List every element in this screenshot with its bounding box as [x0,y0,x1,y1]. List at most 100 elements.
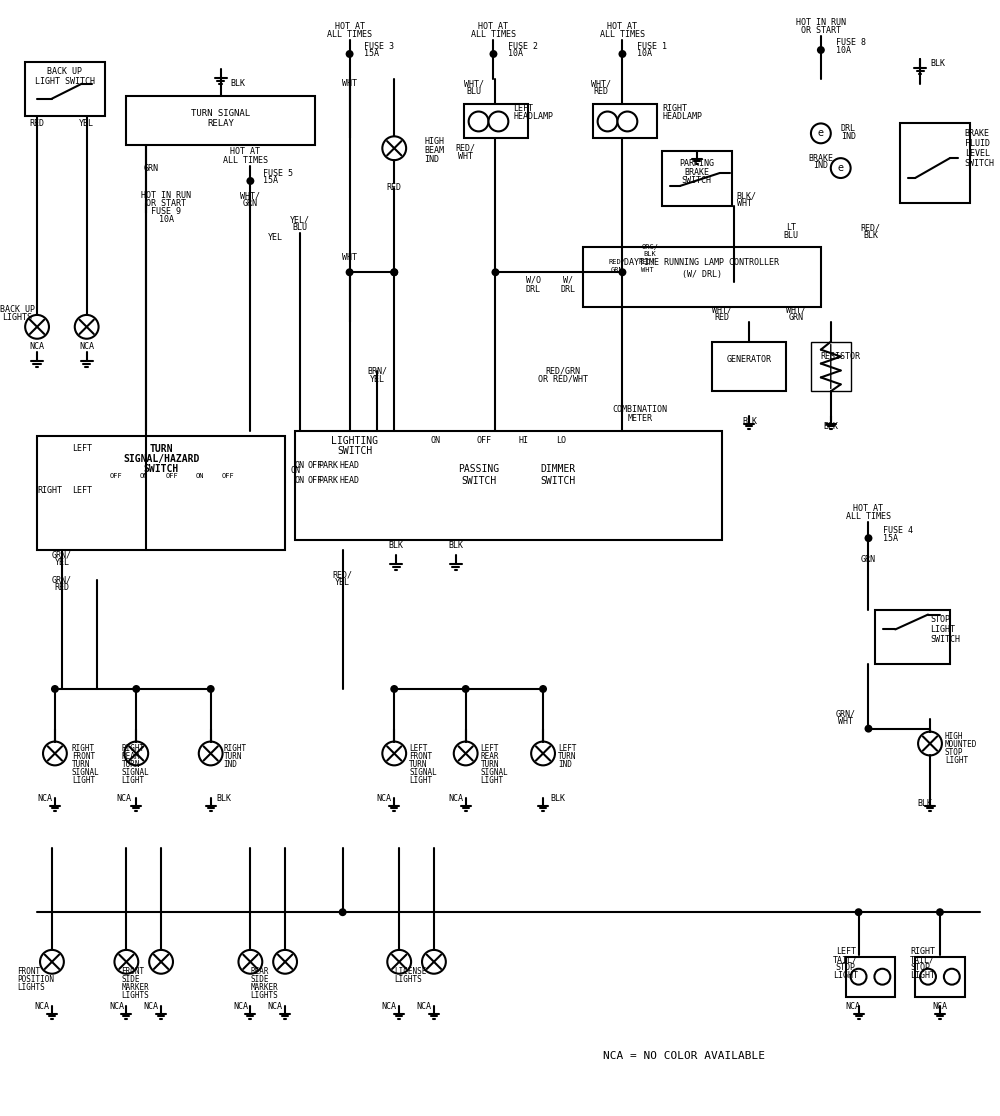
Text: WHT: WHT [737,200,752,209]
Text: YEL: YEL [79,119,94,128]
Text: GRN: GRN [789,314,804,323]
Text: BLK: BLK [644,251,657,258]
Bar [464,104,528,138]
Text: LEFT: LEFT [558,744,576,753]
Text: STOP: STOP [930,615,950,624]
Circle shape [618,268,626,277]
Text: W/O: W/O [526,276,541,285]
Text: OFF: OFF [110,473,123,479]
Bar [25,61,105,116]
Text: OFF: OFF [166,473,178,479]
Text: ALL TIMES: ALL TIMES [327,30,372,39]
Text: SWITCH: SWITCH [143,464,179,473]
Text: SIGNAL: SIGNAL [121,768,149,777]
Text: RIGHT: RIGHT [121,744,145,753]
Text: WHT: WHT [641,267,654,273]
Text: RED: RED [30,119,45,128]
Text: DRL: DRL [526,285,541,294]
Bar [295,431,722,540]
Text: e: e [838,163,844,173]
Circle shape [469,112,488,132]
Text: REAR: REAR [121,752,140,761]
Text: BLK: BLK [863,231,878,240]
Text: RED: RED [54,584,69,593]
Text: GENERATOR: GENERATOR [727,355,772,364]
Text: WHT/: WHT/ [591,79,611,88]
Text: HOT AT: HOT AT [335,21,365,31]
Text: DRL: DRL [560,285,575,294]
Text: TAIL/: TAIL/ [833,955,858,964]
Text: LEFT: LEFT [513,104,533,113]
Circle shape [865,535,872,542]
Text: GRN: GRN [861,556,876,565]
Text: FRONT: FRONT [17,968,40,976]
Text: BRAKE: BRAKE [684,167,709,176]
Text: RIGHT: RIGHT [910,947,935,956]
Text: RED/GRN: RED/GRN [545,367,580,376]
Circle shape [132,685,140,693]
Text: HI: HI [518,436,528,445]
Text: ALL TIMES: ALL TIMES [471,30,516,39]
Text: RED/: RED/ [456,144,476,153]
Text: RED/: RED/ [333,570,353,579]
Text: GRN/: GRN/ [836,710,856,719]
Text: YEL: YEL [268,233,283,242]
Text: LIGHTING: LIGHTING [331,436,378,446]
Text: PARK: PARK [318,461,338,470]
Text: TURN: TURN [121,760,140,769]
Text: TURN: TURN [149,444,173,454]
Text: MARKER: MARKER [121,983,149,992]
Text: ON: ON [140,473,148,479]
Text: WHT: WHT [342,79,357,88]
Circle shape [390,685,398,693]
Text: BLK: BLK [389,540,404,549]
Circle shape [811,124,831,143]
Circle shape [618,50,626,58]
Text: NCA: NCA [109,1002,124,1011]
Circle shape [390,268,398,277]
Text: PASSING: PASSING [458,464,499,473]
Text: HEAD: HEAD [340,477,360,485]
Text: GRN: GRN [144,164,159,173]
Text: RESISTOR: RESISTOR [821,352,861,362]
Text: (W/ DRL): (W/ DRL) [682,270,722,279]
Text: YEL: YEL [335,578,350,587]
Text: MARKER: MARKER [250,983,278,992]
Circle shape [207,685,215,693]
Text: WHT: WHT [342,253,357,262]
Text: HEADLAMP: HEADLAMP [662,112,702,121]
Text: W/: W/ [563,276,573,285]
Circle shape [944,969,960,984]
Text: LIGHT: LIGHT [72,776,95,785]
Text: DAYTIME RUNNING LAMP CONTROLLER: DAYTIME RUNNING LAMP CONTROLLER [624,258,779,267]
Text: LIGHTS: LIGHTS [250,991,278,1000]
Text: RED/: RED/ [860,223,880,232]
Text: SWITCH: SWITCH [461,475,496,485]
Text: MOUNTED: MOUNTED [945,740,977,749]
Circle shape [851,969,867,984]
Circle shape [488,112,508,132]
Text: DIMMER: DIMMER [540,464,576,473]
Text: NCA: NCA [79,343,94,352]
Circle shape [855,908,863,916]
Text: RIGHT: RIGHT [224,744,247,753]
Text: OR START: OR START [801,26,841,35]
Text: BRAKE: BRAKE [965,128,990,138]
Text: BLK: BLK [448,540,463,549]
Text: BLU: BLU [784,231,799,240]
Circle shape [75,315,99,339]
Text: 15A: 15A [883,533,898,542]
Text: BRN/: BRN/ [367,367,387,376]
Text: LIGHTS: LIGHTS [121,991,149,1000]
Circle shape [40,950,64,974]
Bar [593,104,657,138]
Text: NCA: NCA [30,343,45,352]
Text: STOP: STOP [945,748,963,757]
Text: FUSE 5: FUSE 5 [263,169,293,177]
Text: RIGHT: RIGHT [37,487,62,496]
Text: WHT: WHT [838,718,853,727]
Text: OFF: OFF [221,473,234,479]
Circle shape [382,136,406,161]
Text: BLK: BLK [550,793,565,802]
Text: REAR: REAR [481,752,499,761]
